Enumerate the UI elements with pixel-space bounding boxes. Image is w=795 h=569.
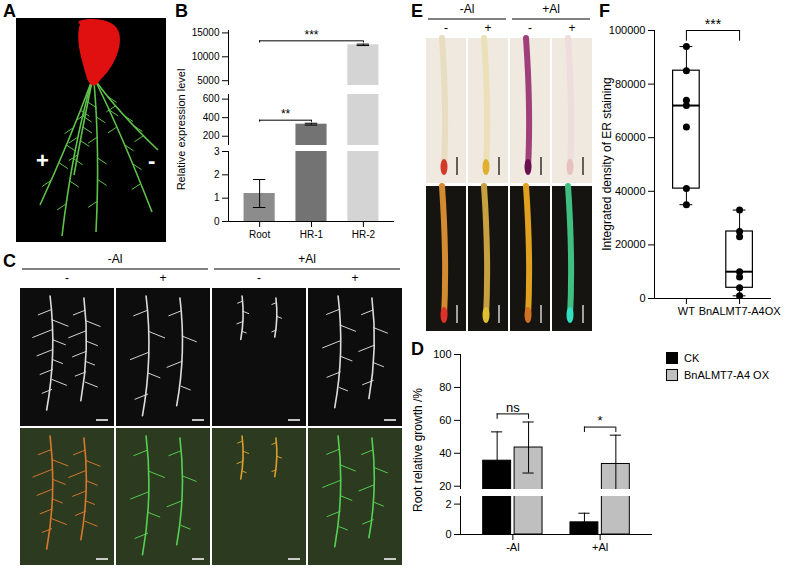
svg-text:HR-2: HR-2 (352, 229, 376, 240)
html-text:+Al: +Al (298, 252, 316, 266)
svg-text:100: 100 (433, 348, 451, 360)
svg-text:0: 0 (639, 292, 645, 304)
html-text:F: F (599, 1, 610, 21)
svg-text:80000: 80000 (615, 78, 646, 90)
svg-text:20: 20 (439, 480, 451, 492)
svg-text:40: 40 (439, 447, 451, 459)
svg-text:+Al: +Al (592, 541, 608, 553)
svg-text:BnALMT7-A4OX: BnALMT7-A4OX (699, 305, 782, 317)
html-text:C: C (3, 251, 16, 271)
svg-text:**: ** (281, 107, 291, 121)
svg-text:-Al: -Al (506, 541, 519, 553)
html-text:-Al: -Al (107, 252, 123, 266)
svg-text:15000: 15000 (192, 27, 220, 38)
svg-text:400: 400 (203, 112, 220, 123)
svg-text:40000: 40000 (615, 185, 646, 197)
svg-text:20000: 20000 (615, 238, 646, 250)
html-text:A: A (3, 1, 16, 21)
svg-text:3: 3 (214, 146, 220, 157)
svg-text:100000: 100000 (609, 24, 646, 36)
svg-text:80: 80 (439, 381, 451, 393)
svg-text:60000: 60000 (615, 131, 646, 143)
svg-text:***: *** (304, 28, 318, 42)
svg-text:600: 600 (203, 93, 220, 104)
html-text:BnALMT7-A4 OX: BnALMT7-A4 OX (684, 369, 769, 381)
html-text:B: B (175, 1, 188, 21)
svg-text:60: 60 (439, 414, 451, 426)
svg-text:5000: 5000 (197, 75, 220, 86)
svg-text:2: 2 (445, 498, 451, 510)
html-text:CK: CK (684, 352, 700, 364)
svg-text:Root: Root (249, 229, 270, 240)
svg-text:0: 0 (214, 216, 220, 227)
svg-text:ns: ns (506, 400, 520, 415)
svg-text:HR-1: HR-1 (300, 229, 324, 240)
html-text:Root relative growth /%: Root relative growth /% (411, 388, 425, 512)
html-text:E: E (411, 1, 423, 21)
svg-text:***: *** (705, 16, 722, 32)
html-text:+Al: +Al (542, 2, 560, 16)
svg-text:10000: 10000 (192, 51, 220, 62)
svg-text:WT: WT (678, 305, 695, 317)
svg-text:1: 1 (214, 192, 220, 203)
svg-text:*: * (598, 413, 603, 428)
html-text:-Al: -Al (459, 2, 475, 16)
svg-text:0: 0 (445, 528, 451, 540)
svg-text:200: 200 (203, 130, 220, 141)
html-text:D: D (411, 339, 424, 359)
html-text:Relative expression level: Relative expression level (174, 68, 187, 191)
html-text:Integrated density of ER stain: Integrated density of ER staining (600, 77, 614, 251)
svg-text:2: 2 (214, 169, 220, 180)
